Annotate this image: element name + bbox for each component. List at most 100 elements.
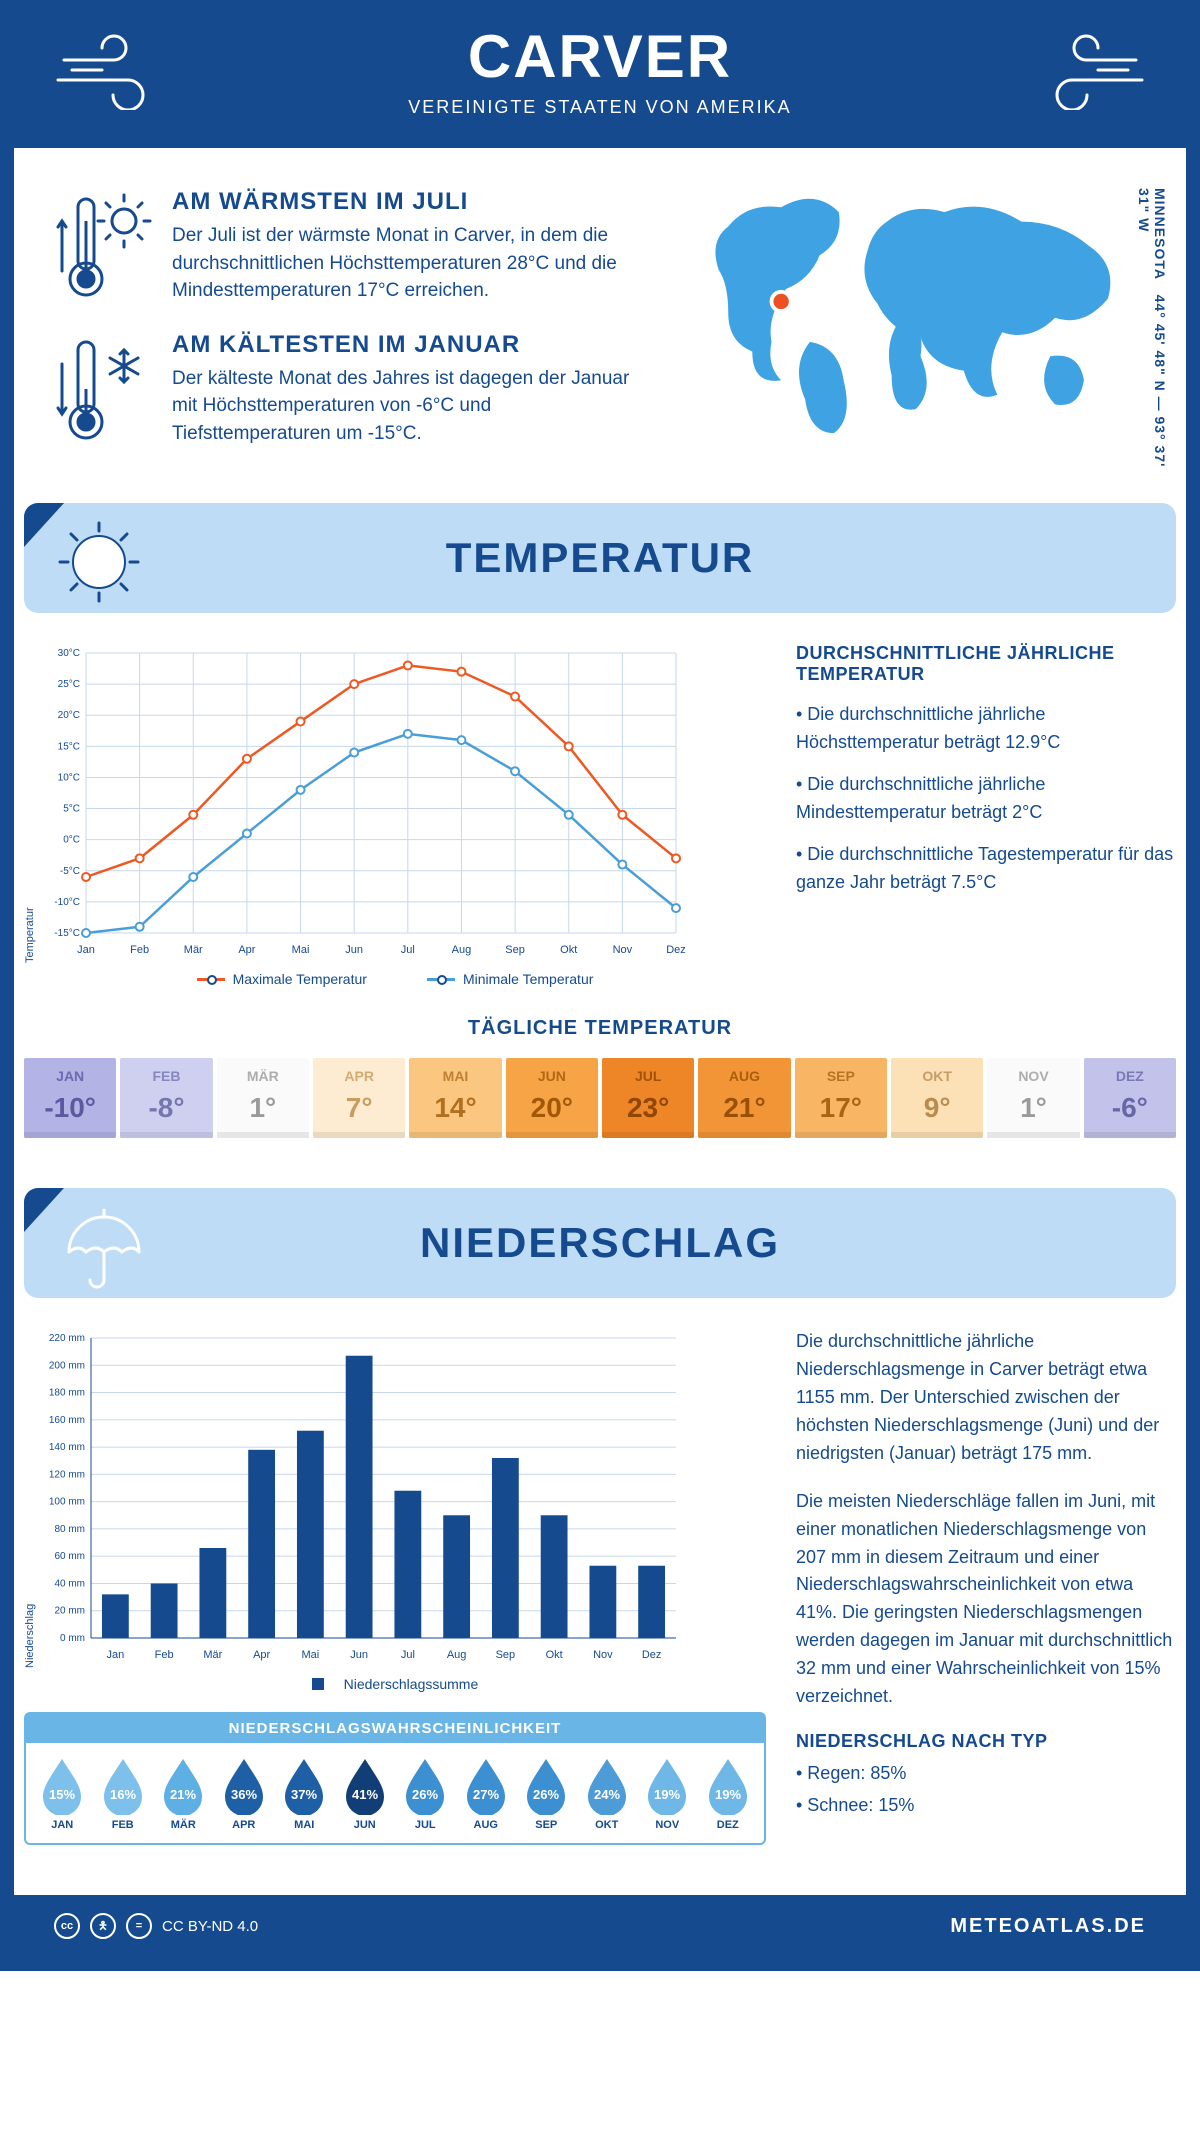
svg-text:Feb: Feb [155,1649,174,1661]
svg-text:-10°C: -10°C [54,897,80,908]
brand-label: METEOATLAS.DE [950,1915,1146,1938]
svg-text:5°C: 5°C [63,804,80,815]
svg-text:10°C: 10°C [58,773,80,784]
precip-text: Die durchschnittliche jährliche Niedersc… [796,1328,1176,1467]
probability-drop: 19%NOV [637,1755,698,1831]
probability-drop: 15%JAN [32,1755,93,1831]
probability-drop: 41%JUN [335,1755,396,1831]
svg-text:Sep: Sep [496,1649,516,1661]
probability-drop: 37%MAI [274,1755,335,1831]
svg-text:30°C: 30°C [58,648,80,659]
daily-temp-cell: FEB-8° [120,1058,212,1138]
coldest-block: AM KÄLTESTEN IM JANUAR Der kälteste Mona… [54,331,655,448]
svg-text:220 mm: 220 mm [49,1333,85,1344]
svg-text:Mär: Mär [203,1649,222,1661]
svg-text:-5°C: -5°C [60,866,80,877]
temp-bullet: • Die durchschnittliche jährliche Mindes… [796,771,1176,827]
svg-text:60 mm: 60 mm [54,1551,85,1562]
svg-text:27%: 27% [473,1787,499,1802]
svg-text:19%: 19% [715,1787,741,1802]
coordinates-label: MINNESOTA 44° 45' 48" N — 93° 37' 31" W [1136,188,1168,473]
page-root: CARVER VEREINIGTE STAATEN VON AMERIKA AM… [0,0,1200,1971]
svg-text:180 mm: 180 mm [49,1388,85,1399]
probability-drop: 27%AUG [456,1755,517,1831]
temp-ylabel: Temperatur [24,643,36,963]
world-map: MINNESOTA 44° 45' 48" N — 93° 37' 31" W [685,188,1146,473]
svg-text:16%: 16% [110,1787,136,1802]
svg-text:Nov: Nov [593,1649,613,1661]
svg-text:Aug: Aug [452,944,472,956]
svg-text:Okt: Okt [560,944,577,956]
svg-text:Dez: Dez [642,1649,662,1661]
svg-text:0 mm: 0 mm [60,1633,85,1644]
daily-temp-cell: JUL23° [602,1058,694,1138]
svg-text:Jun: Jun [345,944,363,956]
svg-text:Jun: Jun [350,1649,368,1661]
svg-text:26%: 26% [533,1787,559,1802]
cc-icon: cc [54,1913,80,1939]
daily-temp-title: TÄGLICHE TEMPERATUR [24,1017,1176,1040]
temperature-chart-row: Temperatur -15°C-10°C-5°C0°C5°C10°C15°C2… [14,643,1186,1007]
intro-section: AM WÄRMSTEN IM JULI Der Juli ist der wär… [44,148,1156,493]
daily-temp-cell: MAI14° [409,1058,501,1138]
svg-text:15°C: 15°C [58,742,80,753]
temp-summary-title: DURCHSCHNITTLICHE JÄHRLICHE TEMPERATUR [796,643,1176,685]
precipitation-section-header: NIEDERSCHLAG [24,1188,1176,1298]
daily-temp-cell: APR7° [313,1058,405,1138]
daily-temp-cell: AUG21° [698,1058,790,1138]
daily-temp-table: TÄGLICHE TEMPERATUR JAN-10°FEB-8°MÄR1°AP… [24,1017,1176,1138]
svg-text:Aug: Aug [447,1649,467,1661]
svg-text:19%: 19% [654,1787,680,1802]
umbrella-icon [54,1202,144,1297]
svg-text:Mai: Mai [292,944,310,956]
svg-text:Sep: Sep [505,944,525,956]
precipitation-row: Niederschlag 0 mm20 mm40 mm60 mm80 mm100… [14,1328,1186,1865]
svg-text:Jul: Jul [401,1649,415,1661]
svg-text:Jul: Jul [401,944,415,956]
daily-temp-cell: JUN20° [506,1058,598,1138]
svg-text:37%: 37% [291,1787,317,1802]
page-title: CARVER [54,22,1146,91]
svg-text:140 mm: 140 mm [49,1442,85,1453]
svg-text:24%: 24% [594,1787,620,1802]
thermometer-snow-icon [54,331,154,448]
wind-icon [54,30,174,115]
daily-temp-cell: SEP17° [795,1058,887,1138]
svg-text:100 mm: 100 mm [49,1497,85,1508]
svg-text:20°C: 20°C [58,711,80,722]
svg-text:40 mm: 40 mm [54,1579,85,1590]
temp-bullet: • Die durchschnittliche Tagestemperatur … [796,841,1176,897]
page-subtitle: VEREINIGTE STAATEN VON AMERIKA [54,97,1146,118]
svg-text:25°C: 25°C [58,679,80,690]
precip-text: Die meisten Niederschläge fallen im Juni… [796,1488,1176,1711]
probability-drop: 21%MÄR [153,1755,214,1831]
daily-temp-cell: JAN-10° [24,1058,116,1138]
probability-drop: 16%FEB [93,1755,154,1831]
precip-type-item: • Regen: 85% [796,1760,1176,1788]
coldest-text: Der kälteste Monat des Jahres ist dagege… [172,365,655,448]
warmest-text: Der Juli ist der wärmste Monat in Carver… [172,222,655,305]
probability-drop: 26%SEP [516,1755,577,1831]
warmest-block: AM WÄRMSTEN IM JULI Der Juli ist der wär… [54,188,655,305]
footer: cc 🯅 = CC BY-ND 4.0 METEOATLAS.DE [14,1895,1186,1957]
daily-temp-cell: MÄR1° [217,1058,309,1138]
by-icon: 🯅 [90,1913,116,1939]
daily-temp-cell: NOV1° [987,1058,1079,1138]
svg-text:Okt: Okt [546,1649,563,1661]
svg-text:120 mm: 120 mm [49,1470,85,1481]
svg-text:160 mm: 160 mm [49,1415,85,1426]
svg-text:Feb: Feb [130,944,149,956]
svg-text:80 mm: 80 mm [54,1524,85,1535]
sun-icon [54,517,144,612]
nd-icon: = [126,1913,152,1939]
svg-text:Apr: Apr [238,944,255,956]
svg-text:Apr: Apr [253,1649,270,1661]
coldest-title: AM KÄLTESTEN IM JANUAR [172,331,655,359]
precipitation-title: NIEDERSCHLAG [420,1219,780,1267]
temperature-section-header: TEMPERATUR [24,503,1176,613]
probability-drop: 36%APR [214,1755,275,1831]
temp-bullet: • Die durchschnittliche jährliche Höchst… [796,701,1176,757]
probability-drop: 24%OKT [577,1755,638,1831]
svg-text:Jan: Jan [77,944,95,956]
temperature-line-chart: -15°C-10°C-5°C0°C5°C10°C15°C20°C25°C30°C… [36,643,686,963]
